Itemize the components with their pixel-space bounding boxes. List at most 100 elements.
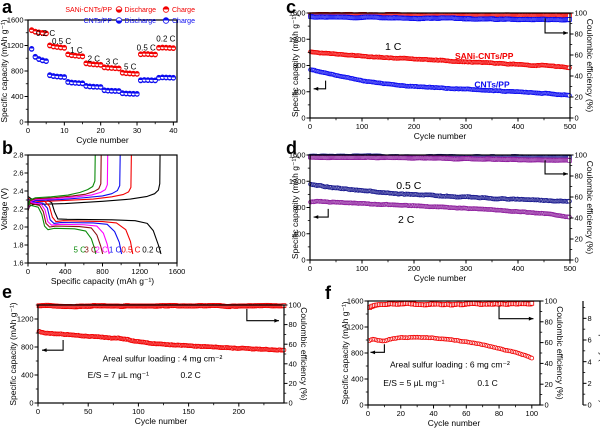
svg-text:0: 0 bbox=[575, 114, 579, 123]
panel-a-letter: a bbox=[2, 0, 13, 17]
svg-text:800: 800 bbox=[293, 61, 306, 70]
svg-text:0: 0 bbox=[588, 401, 592, 410]
svg-text:4: 4 bbox=[588, 357, 592, 366]
svg-text:40: 40 bbox=[429, 409, 437, 418]
svg-text:Cycle number: Cycle number bbox=[428, 418, 481, 428]
svg-text:2 C: 2 C bbox=[398, 214, 415, 226]
svg-text:0: 0 bbox=[366, 409, 370, 418]
svg-text:3 C: 3 C bbox=[106, 57, 119, 66]
svg-text:CNTs/PP: CNTs/PP bbox=[474, 80, 510, 90]
svg-text:40: 40 bbox=[289, 359, 297, 368]
svg-text:1200: 1200 bbox=[7, 41, 24, 50]
svg-text:Cycle number: Cycle number bbox=[414, 131, 467, 141]
svg-text:60: 60 bbox=[289, 340, 297, 349]
svg-text:Areal sulfur loading : 6 mg cm: Areal sulfur loading : 6 mg cm⁻² bbox=[390, 359, 510, 369]
svg-text:80: 80 bbox=[289, 320, 297, 329]
svg-text:SANi-CNTs/PP: SANi-CNTs/PP bbox=[455, 51, 514, 61]
svg-text:1 C: 1 C bbox=[385, 41, 402, 53]
svg-text:Specific capacity (mAh g⁻¹): Specific capacity (mAh g⁻¹) bbox=[51, 276, 154, 286]
panel-e-letter: e bbox=[2, 282, 13, 302]
svg-text:150: 150 bbox=[182, 407, 195, 416]
svg-text:0.1 C: 0.1 C bbox=[477, 378, 497, 388]
svg-text:3 C: 3 C bbox=[84, 246, 97, 255]
svg-text:6: 6 bbox=[588, 336, 592, 345]
svg-text:Coulombic efficiency (%): Coulombic efficiency (%) bbox=[585, 19, 595, 113]
panel-a: 0 10 20 30 40 Cycle number 0 400 800 1200 1600 Spec… bbox=[0, 0, 295, 145]
svg-text:100: 100 bbox=[575, 9, 588, 18]
svg-text:Areal capacity (mAh cm⁻²): Areal capacity (mAh cm⁻²) bbox=[598, 303, 600, 403]
svg-text:0: 0 bbox=[308, 264, 312, 273]
svg-text:20: 20 bbox=[575, 93, 583, 102]
panel-b-letter: b bbox=[2, 138, 13, 158]
panel-c-letter: c bbox=[286, 0, 297, 17]
svg-text:300: 300 bbox=[460, 264, 473, 273]
svg-text:8: 8 bbox=[588, 314, 592, 323]
svg-text:0: 0 bbox=[575, 256, 579, 265]
svg-text:20: 20 bbox=[97, 126, 105, 135]
panel-d-letter: d bbox=[286, 138, 297, 158]
svg-text:60: 60 bbox=[462, 409, 470, 418]
svg-text:Specific capacity (mAh g⁻¹): Specific capacity (mAh g⁻¹) bbox=[8, 302, 18, 405]
svg-text:1 C: 1 C bbox=[109, 246, 122, 255]
svg-text:20: 20 bbox=[575, 235, 583, 244]
svg-text:1200: 1200 bbox=[131, 267, 148, 276]
svg-text:40: 40 bbox=[575, 72, 583, 81]
svg-text:0.5 C: 0.5 C bbox=[396, 180, 422, 192]
svg-text:800: 800 bbox=[351, 349, 364, 358]
svg-text:400: 400 bbox=[293, 87, 306, 96]
svg-text:20: 20 bbox=[289, 379, 297, 388]
svg-text:60: 60 bbox=[575, 193, 583, 202]
svg-text:1200: 1200 bbox=[289, 177, 306, 186]
svg-text:0: 0 bbox=[36, 407, 40, 416]
svg-text:2: 2 bbox=[588, 379, 592, 388]
svg-text:Specific capacity (mAh g⁻¹): Specific capacity (mAh g⁻¹) bbox=[290, 14, 300, 117]
svg-text:Charge: Charge bbox=[172, 7, 195, 14]
panel-f-letter: f bbox=[325, 283, 331, 303]
svg-text:30: 30 bbox=[133, 126, 141, 135]
svg-text:400: 400 bbox=[512, 122, 525, 131]
svg-text:0: 0 bbox=[29, 399, 33, 408]
svg-text:100: 100 bbox=[132, 407, 145, 416]
svg-text:800: 800 bbox=[293, 203, 306, 212]
svg-text:1.8: 1.8 bbox=[13, 241, 23, 250]
svg-text:20: 20 bbox=[545, 380, 553, 389]
svg-text:2.6: 2.6 bbox=[13, 169, 23, 178]
svg-text:E/S = 5 μL mg⁻¹: E/S = 5 μL mg⁻¹ bbox=[383, 378, 444, 388]
panel-f: 0 20 40 60 80 100 Cycle number 0 400 800 1200 1600 S… bbox=[295, 287, 600, 431]
panel-b-chart: 0 400 800 1200 1600 Specific capacity (mAh g⁻… bbox=[0, 151, 185, 286]
svg-text:50: 50 bbox=[84, 407, 92, 416]
svg-text:0: 0 bbox=[545, 401, 549, 410]
svg-text:0.5 C: 0.5 C bbox=[121, 246, 140, 255]
svg-text:Voltage (V): Voltage (V) bbox=[0, 188, 9, 230]
svg-text:2 C: 2 C bbox=[95, 246, 108, 255]
svg-text:Discharge: Discharge bbox=[125, 7, 157, 14]
svg-text:20: 20 bbox=[397, 409, 405, 418]
svg-text:200: 200 bbox=[233, 407, 246, 416]
svg-text:Coulombic efficiency (%): Coulombic efficiency (%) bbox=[555, 306, 565, 400]
svg-text:100: 100 bbox=[526, 409, 539, 418]
svg-text:0: 0 bbox=[301, 114, 305, 123]
svg-text:200: 200 bbox=[408, 264, 421, 273]
svg-text:Cycle number: Cycle number bbox=[76, 135, 129, 145]
svg-text:2.8: 2.8 bbox=[13, 151, 23, 160]
svg-text:0: 0 bbox=[301, 256, 305, 265]
svg-text:800: 800 bbox=[96, 267, 109, 276]
svg-text:400: 400 bbox=[21, 371, 34, 380]
svg-text:10: 10 bbox=[60, 126, 68, 135]
svg-text:Cycle number: Cycle number bbox=[135, 416, 188, 426]
panel-e: 0 50 100 150 200 Cycle number 0 400 800 1200 Speci… bbox=[0, 287, 320, 431]
svg-text:80: 80 bbox=[545, 317, 553, 326]
svg-text:0.2 C: 0.2 C bbox=[36, 29, 55, 38]
svg-text:CNTs/PP: CNTs/PP bbox=[84, 18, 113, 25]
svg-text:1600: 1600 bbox=[289, 9, 306, 18]
panel-a-chart: 0 10 20 30 40 Cycle number 0 400 800 1200 1600Spec… bbox=[0, 6, 195, 145]
svg-text:5 C: 5 C bbox=[73, 246, 86, 255]
svg-text:800: 800 bbox=[21, 343, 34, 352]
svg-text:2 C: 2 C bbox=[88, 54, 101, 63]
svg-text:1200: 1200 bbox=[347, 323, 364, 332]
svg-text:800: 800 bbox=[11, 67, 24, 76]
